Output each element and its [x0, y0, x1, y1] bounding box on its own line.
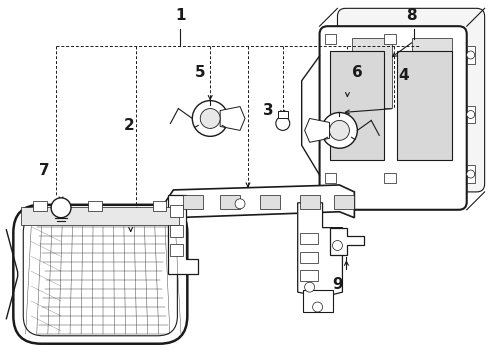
Polygon shape [220, 107, 245, 130]
Bar [300, 270, 318, 281]
FancyBboxPatch shape [338, 8, 485, 192]
Polygon shape [298, 203, 343, 297]
Bar [329, 51, 384, 160]
Bar [352, 38, 392, 108]
Bar [324, 34, 337, 44]
Bar [384, 173, 396, 183]
Circle shape [276, 117, 290, 130]
Circle shape [333, 240, 343, 251]
Bar [467, 105, 475, 123]
Polygon shape [305, 118, 329, 142]
Polygon shape [303, 290, 333, 312]
Text: 1: 1 [175, 8, 186, 23]
FancyBboxPatch shape [13, 205, 187, 344]
Circle shape [467, 51, 475, 59]
Bar [335, 195, 354, 209]
Circle shape [313, 302, 322, 312]
Bar [21, 207, 179, 225]
Text: 5: 5 [195, 65, 206, 80]
FancyBboxPatch shape [23, 213, 177, 336]
Bar [260, 195, 280, 209]
Bar [300, 252, 318, 264]
Circle shape [200, 109, 220, 129]
Circle shape [329, 121, 349, 140]
Bar [171, 225, 183, 237]
Circle shape [305, 282, 315, 292]
Bar [324, 173, 337, 183]
Circle shape [467, 111, 475, 118]
Bar [220, 195, 240, 209]
Text: 2: 2 [123, 118, 134, 133]
Polygon shape [169, 195, 198, 274]
Bar [384, 34, 396, 44]
Bar [300, 233, 318, 243]
Bar [152, 201, 167, 211]
Text: 4: 4 [399, 68, 410, 83]
FancyBboxPatch shape [319, 26, 467, 210]
Polygon shape [278, 111, 288, 118]
Circle shape [235, 199, 245, 209]
Bar [412, 38, 452, 108]
Bar [397, 51, 452, 160]
Text: 7: 7 [39, 163, 49, 177]
Circle shape [467, 170, 475, 178]
Bar [88, 201, 102, 211]
Bar [33, 201, 47, 211]
Circle shape [321, 113, 357, 148]
Bar [171, 244, 183, 256]
Circle shape [51, 198, 71, 218]
Text: 6: 6 [352, 65, 363, 80]
Text: 9: 9 [332, 277, 343, 292]
Bar [300, 195, 319, 209]
Bar [467, 165, 475, 183]
Bar [467, 46, 475, 64]
Bar [171, 205, 183, 217]
Circle shape [192, 100, 228, 136]
Bar [183, 195, 203, 209]
Polygon shape [329, 228, 365, 255]
Text: 8: 8 [406, 8, 416, 23]
Text: 3: 3 [263, 103, 273, 118]
Polygon shape [166, 185, 354, 218]
